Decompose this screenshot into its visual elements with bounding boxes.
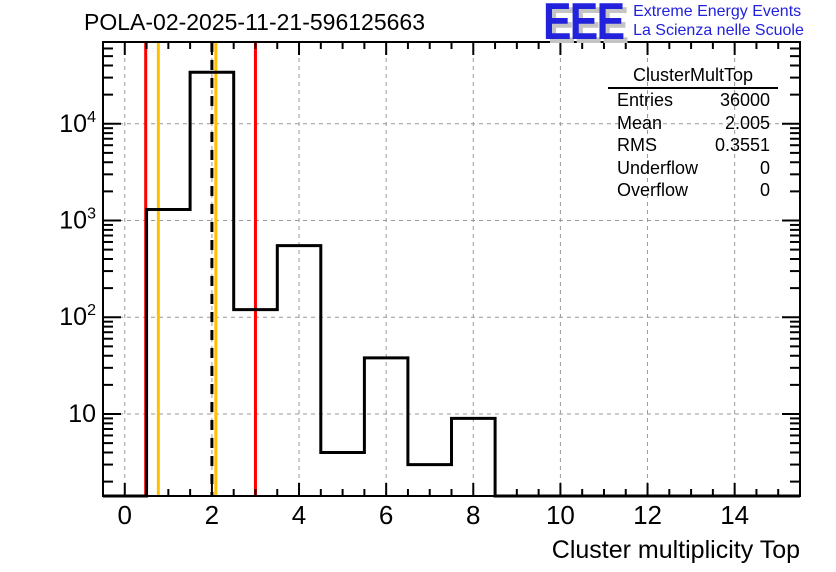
eee-logo: EEE Extreme Energy Events La Scienza nel…	[543, 0, 804, 51]
eee-logo-acronym: EEE	[543, 0, 625, 51]
stats-row-rms: RMS 0.3551	[608, 134, 778, 157]
x-tick-label: 2	[205, 500, 219, 530]
page-title: POLA-02-2025-11-21-596125663	[84, 9, 425, 35]
stats-value: 2.005	[724, 112, 770, 133]
y-tick-label: 102	[59, 302, 96, 331]
eee-logo-tagline: Extreme Energy Events La Scienza nelle S…	[633, 0, 804, 40]
stats-label: Mean	[617, 112, 663, 133]
axis-ticks	[103, 42, 800, 496]
stats-label: Entries	[617, 90, 674, 110]
stats-label: RMS	[617, 135, 657, 156]
stats-box-title: ClusterMultTop	[608, 64, 778, 89]
x-tick-label: 0	[118, 500, 132, 530]
x-axis-tick-labels: 0 2 4 6 8 10 12 14	[118, 500, 750, 530]
stats-label: Overflow	[617, 180, 689, 201]
x-tick-label: 8	[466, 500, 480, 530]
stats-value: 36000	[719, 90, 770, 110]
y-axis-tick-labels: 10 102 103 104	[59, 109, 96, 428]
stats-value: 0	[759, 180, 770, 201]
x-tick-label: 10	[546, 500, 575, 530]
stats-box: ClusterMultTop Entries 36000 Mean 2.005 …	[608, 64, 778, 202]
y-tick-label: 104	[59, 109, 96, 138]
stats-row-underflow: Underflow 0	[608, 157, 778, 180]
x-tick-label: 14	[720, 500, 749, 530]
x-tick-label: 4	[292, 500, 306, 530]
x-tick-label: 12	[633, 500, 662, 530]
y-tick-label: 10	[68, 400, 96, 428]
stats-value: 0.3551	[714, 135, 770, 156]
stats-label: Underflow	[617, 157, 699, 178]
eee-logo-tagline-line2: La Scienza nelle Scuole	[633, 22, 804, 39]
reference-lines	[144, 42, 257, 496]
stats-row-entries: Entries 36000	[608, 89, 778, 112]
stats-value: 0	[759, 157, 770, 178]
histogram-line	[103, 70, 800, 498]
x-tick-label: 6	[379, 500, 393, 530]
x-axis-title: Cluster multiplicity Top	[552, 536, 800, 564]
eee-logo-tagline-line1: Extreme Energy Events	[633, 3, 802, 20]
stats-row-overflow: Overflow 0	[608, 179, 778, 202]
y-tick-label: 103	[59, 206, 96, 235]
stats-row-mean: Mean 2.005	[608, 112, 778, 135]
